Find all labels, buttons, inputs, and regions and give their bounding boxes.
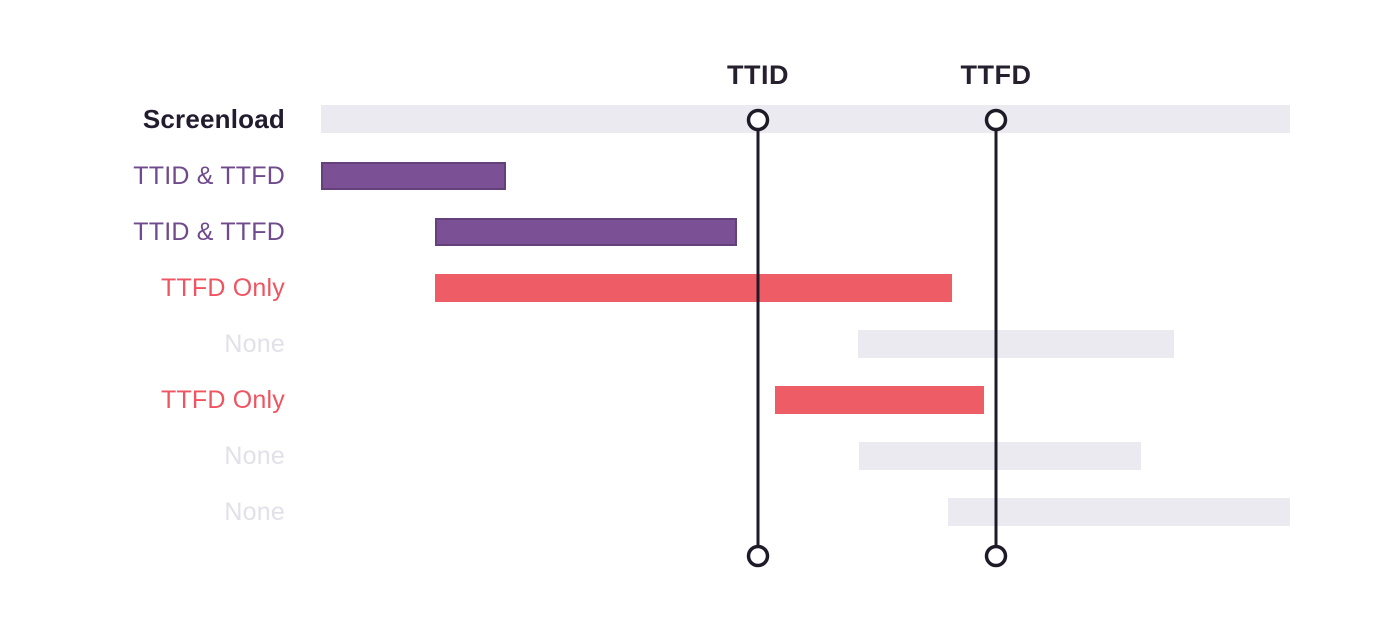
ttid-marker-label: TTID (727, 60, 789, 90)
span-bar-ttid-ttfd-1 (321, 162, 506, 190)
span-bar-ttfd-only-3 (435, 274, 952, 302)
row-label-ttfd-only-3: TTFD Only (160, 274, 285, 302)
row-label-none-6: None (224, 442, 285, 470)
span-bar-none-4 (858, 330, 1174, 358)
ttfd-marker-label: TTFD (960, 60, 1032, 90)
span-bar-ttfd-only-5 (775, 386, 984, 414)
ttfd-marker-bottom-circle (984, 544, 1008, 568)
span-bar-ttid-ttfd-2 (435, 218, 737, 246)
ttid-marker-bottom-circle (746, 544, 770, 568)
row-label-ttid-ttfd-2: TTID & TTFD (133, 218, 285, 246)
row-label-ttid-ttfd-1: TTID & TTFD (133, 162, 285, 190)
span-bar-screenload-0 (321, 105, 1290, 133)
row-label-none-7: None (224, 498, 285, 526)
ttid-marker-top-circle (746, 108, 770, 132)
ttfd-marker-top-circle (984, 108, 1008, 132)
span-bar-none-6 (859, 442, 1141, 470)
row-label-ttfd-only-5: TTFD Only (160, 386, 285, 414)
row-label-none-4: None (224, 330, 285, 358)
span-bar-none-7 (948, 498, 1290, 526)
row-label-screenload-0: Screenload (142, 104, 285, 134)
